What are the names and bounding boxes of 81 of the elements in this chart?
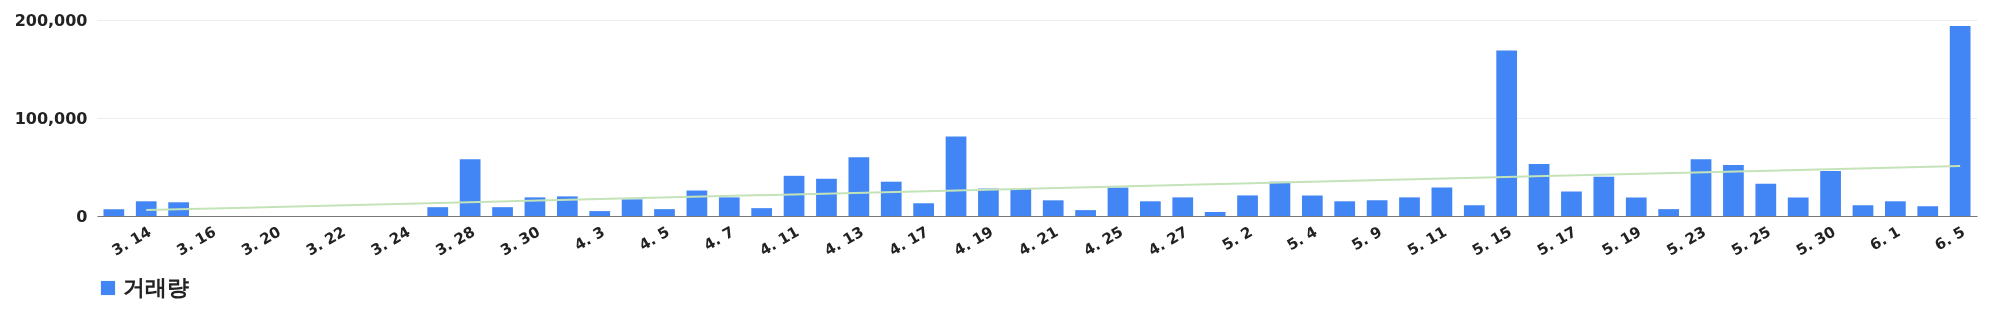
bar [1399,197,1420,216]
x-tick-label: 6. 5 [1931,222,1969,255]
bar [621,199,643,216]
bar [103,209,125,216]
bar [1723,165,1744,216]
bar [1010,188,1032,216]
y-tick-label: 100,000 [14,108,88,128]
bar [816,178,837,216]
x-tick-label: 4. 17 [886,222,932,260]
bar [751,208,773,216]
bar [556,196,578,216]
bar [135,201,157,216]
x-tick-label: 5. 25 [1728,222,1774,260]
x-tick-label: 4. 3 [571,222,608,255]
x-tick-label: 4. 25 [1080,222,1126,260]
x-tick-label: 4. 27 [1145,222,1191,260]
x-tick-label: 5. 19 [1598,222,1645,260]
bar [880,181,902,216]
bar [1625,197,1647,216]
bar [1172,197,1194,216]
x-tick-label: 5. 30 [1793,222,1839,260]
x-tick-label: 4. 21 [1015,222,1062,260]
bar [1301,195,1323,216]
bar [1820,170,1841,216]
x-tick-label: 4. 13 [821,222,867,260]
bar [945,136,967,216]
bar [1949,25,1971,216]
x-tick-label: 3. 22 [303,222,349,260]
x-tick-label: 5. 11 [1404,222,1450,260]
bar [913,203,934,216]
x-tick-label: 4. 11 [756,222,803,260]
x-tick-label: 3. 16 [173,222,220,260]
legend-label: 거래량 [123,275,189,300]
bar [1593,176,1615,216]
x-tick-label: 3. 30 [497,222,543,260]
x-tick-label: 5. 4 [1283,222,1321,255]
bar [492,207,513,216]
x-tick-label: 5. 23 [1663,222,1710,260]
bar [1269,181,1291,216]
x-tick-label: 5. 17 [1533,222,1580,260]
bar [848,157,870,216]
bar [1885,201,1906,216]
bar [654,209,675,216]
x-tick-label: 3. 20 [238,222,284,260]
bar [1107,187,1129,216]
bar [427,207,449,216]
x-tick-label: 3. 28 [432,222,479,260]
x-tick-label: 6. 1 [1866,222,1904,255]
bar [1755,183,1777,216]
bar [1852,205,1874,216]
bar [459,159,481,216]
bar [1431,187,1453,216]
y-tick-label: 200,000 [14,10,88,30]
bar [1366,200,1388,216]
bar [1528,164,1550,216]
bar [1658,209,1679,216]
x-tick-label: 5. 2 [1219,222,1256,255]
x-tick-label: 5. 9 [1348,222,1386,255]
bar [1204,212,1226,216]
bar [1917,206,1939,216]
bar [589,211,611,216]
bar [1140,201,1161,216]
bar [1496,50,1518,216]
bar [1237,195,1258,216]
bar [1075,210,1096,216]
x-tick-label: 3. 24 [367,222,414,260]
x-tick-label: 4. 7 [700,222,738,255]
bar [978,188,999,216]
bar [1787,197,1809,216]
bar [783,175,805,216]
bar [1463,205,1485,216]
x-tick-label: 4. 5 [635,222,673,255]
bar [1042,200,1064,216]
x-tick-label: 4. 19 [950,222,997,260]
x-tick-label: 5. 15 [1469,222,1515,260]
bar [718,197,740,216]
bar [1334,201,1356,216]
x-tick-label: 3. 14 [108,222,155,260]
bar [1561,191,1582,216]
bar [1690,159,1712,216]
y-tick-label: 0 [76,206,88,226]
